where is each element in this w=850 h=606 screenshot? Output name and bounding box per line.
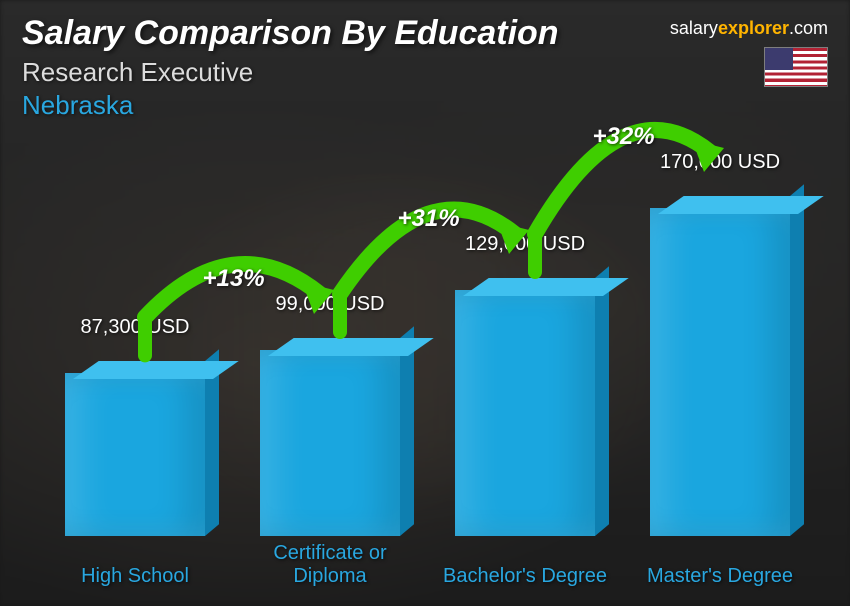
bar-group: 170,000 USD xyxy=(645,196,795,536)
brand: salaryexplorer.com xyxy=(670,18,828,92)
category-label: Master's Degree xyxy=(625,565,815,588)
brand-accent: explorer xyxy=(718,18,789,38)
bar xyxy=(650,196,790,536)
increase-label: +31% xyxy=(398,205,460,233)
bar-group: 87,300 USD xyxy=(60,361,210,536)
bar-value-label: 129,000 USD xyxy=(435,233,615,256)
category-label: Certificate or Diploma xyxy=(235,542,425,588)
category-label: Bachelor's Degree xyxy=(430,565,620,588)
flag-icon xyxy=(764,47,828,87)
increase-label: +13% xyxy=(203,265,265,293)
bar-value-label: 87,300 USD xyxy=(45,316,225,339)
bar xyxy=(260,338,400,536)
bar-group: 129,000 USD xyxy=(450,278,600,536)
bar-value-label: 99,000 USD xyxy=(240,293,420,316)
infographic-container: Salary Comparison By Education Research … xyxy=(0,0,850,606)
category-label: High School xyxy=(40,565,230,588)
bar-group: 99,000 USD xyxy=(255,338,405,536)
location: Nebraska xyxy=(22,90,828,121)
bar xyxy=(65,361,205,536)
bar-chart: 87,300 USD 99,000 USD 129,000 USD 170,000 U… xyxy=(40,148,810,588)
bar xyxy=(455,278,595,536)
brand-text: salaryexplorer.com xyxy=(670,18,828,39)
brand-prefix: salary xyxy=(670,18,718,38)
brand-suffix: .com xyxy=(789,18,828,38)
bar-value-label: 170,000 USD xyxy=(630,151,810,174)
increase-label: +32% xyxy=(593,123,655,151)
